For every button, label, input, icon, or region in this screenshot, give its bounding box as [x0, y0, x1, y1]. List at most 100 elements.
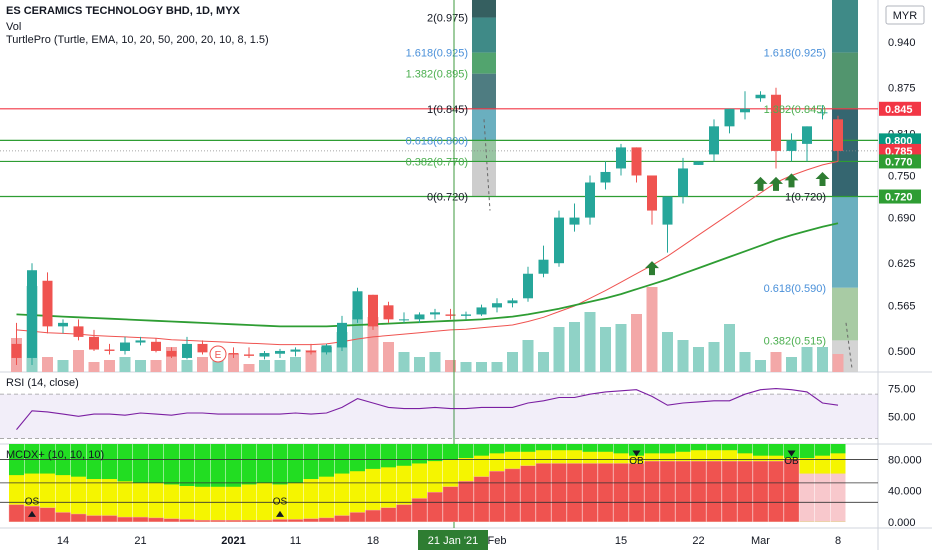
volume-bar [817, 347, 828, 372]
mcdx-red-bar [148, 517, 164, 522]
mcdx-red-bar [489, 471, 505, 522]
fib-box-right-4 [832, 287, 858, 341]
mcdx-yellow-bar [226, 486, 241, 522]
price-label-box [879, 189, 921, 204]
mcdx-yellow-bar [117, 481, 133, 522]
mcdx-pink-bar [799, 473, 815, 522]
volume-bar [212, 360, 224, 372]
candle-body [585, 182, 595, 218]
volume-bar [42, 357, 53, 372]
volume-bar [646, 287, 658, 372]
candle-body [58, 322, 68, 327]
volume-bar [367, 317, 379, 372]
mcdx-red-bar [504, 468, 521, 522]
candle-body [151, 341, 161, 351]
price-label-value: 0.845 [885, 104, 913, 116]
mcdx-red-bar [597, 463, 614, 522]
mcdx-red-bar [349, 512, 366, 522]
currency-label: MYR [893, 10, 918, 22]
volume-bar [352, 310, 363, 372]
mcdx-yellow-bar [71, 476, 86, 522]
mcdx-red-bar [706, 460, 722, 522]
rsi-tick-label: 75.00 [888, 384, 916, 396]
candle-body [817, 112, 828, 114]
price-tick-label: 0.625 [888, 258, 916, 270]
time-tick-label: 8 [835, 535, 841, 547]
volume-bar [615, 324, 627, 372]
mcdx-red-bar [427, 492, 443, 522]
volume-bar [259, 360, 270, 372]
fib-dash-right [845, 322, 853, 369]
candle-body [600, 171, 611, 183]
turtlepro-legend: TurtlePro (Turtle, EMA, 10, 20, 50, 200,… [6, 34, 269, 46]
mcdx-red-bar [318, 517, 335, 522]
price-tick-label: 0.875 [888, 83, 916, 95]
mcdx-red-bar [365, 509, 381, 522]
fib-label-right: 1.382(0.845) [764, 104, 826, 116]
mcdx-pink-bar [815, 473, 830, 522]
candle-body [368, 294, 378, 327]
volume-bar [243, 364, 255, 372]
candle-body [321, 345, 332, 353]
candle-body [73, 326, 84, 337]
candle-body [182, 343, 192, 358]
volume-bar [57, 360, 69, 372]
mcdx-red-bar [132, 516, 149, 522]
mcdx-yellow-bar [164, 484, 179, 522]
ob-marker-label: OB [784, 456, 799, 467]
mcdx-red-bar [179, 519, 195, 522]
candle-body [89, 336, 99, 350]
volume-bar [677, 340, 689, 372]
candle-body [430, 312, 440, 315]
volume-bar [553, 327, 565, 372]
mcdx-red-bar [225, 520, 242, 522]
fib-box-right-0 [832, 0, 858, 53]
candle-body [523, 273, 533, 299]
candle-body [445, 314, 456, 316]
price-tick-label: 0.565 [888, 300, 916, 312]
rsi-tick-label: 50.00 [888, 411, 916, 423]
volume-bar [801, 347, 813, 372]
mcdx-pink-bar [830, 473, 846, 522]
os-marker-icon [276, 510, 284, 517]
candle-body [693, 161, 704, 165]
rsi-band [0, 394, 878, 439]
mcdx-red-bar [256, 520, 273, 522]
candle-body [631, 147, 642, 176]
candle-body [507, 300, 518, 304]
volume-bar [522, 340, 534, 372]
price-tick-label: 0.750 [888, 170, 916, 182]
mcdx-yellow-bar [86, 479, 102, 522]
volume-bar [662, 332, 673, 372]
os-marker-label: OS [25, 497, 40, 508]
candle-body [306, 350, 316, 353]
volume-bar [305, 350, 317, 372]
mcdx-red-bar [39, 507, 56, 522]
candle-body [755, 94, 766, 99]
mcdx-red-bar [241, 520, 257, 522]
candle-body [337, 322, 347, 348]
candle-body [104, 349, 115, 351]
candle-body [27, 270, 37, 358]
mcdx-red-bar [194, 520, 211, 522]
fib-box-left-6 [472, 161, 496, 197]
time-tick-label: 14 [57, 535, 69, 547]
candle-body [244, 354, 254, 356]
time-tick-label: Mar [751, 535, 770, 547]
mcdx-yellow-bar [210, 486, 226, 522]
mcdx-tick-label: 40.000 [888, 486, 922, 498]
volume-bar [507, 352, 518, 372]
volume-bar [88, 362, 100, 372]
ema-red-line [16, 160, 839, 346]
candle-body [492, 303, 502, 308]
mcdx-red-bar [101, 515, 118, 522]
fib-box-right-1 [832, 52, 858, 109]
candle-body [399, 319, 409, 321]
mcdx-red-bar [163, 518, 180, 522]
mcdx-red-bar [752, 460, 769, 522]
volume-bar [181, 360, 193, 372]
volume-bar [445, 360, 456, 372]
mcdx-yellow-bar [272, 484, 288, 522]
mcdx-red-bar [690, 460, 707, 522]
